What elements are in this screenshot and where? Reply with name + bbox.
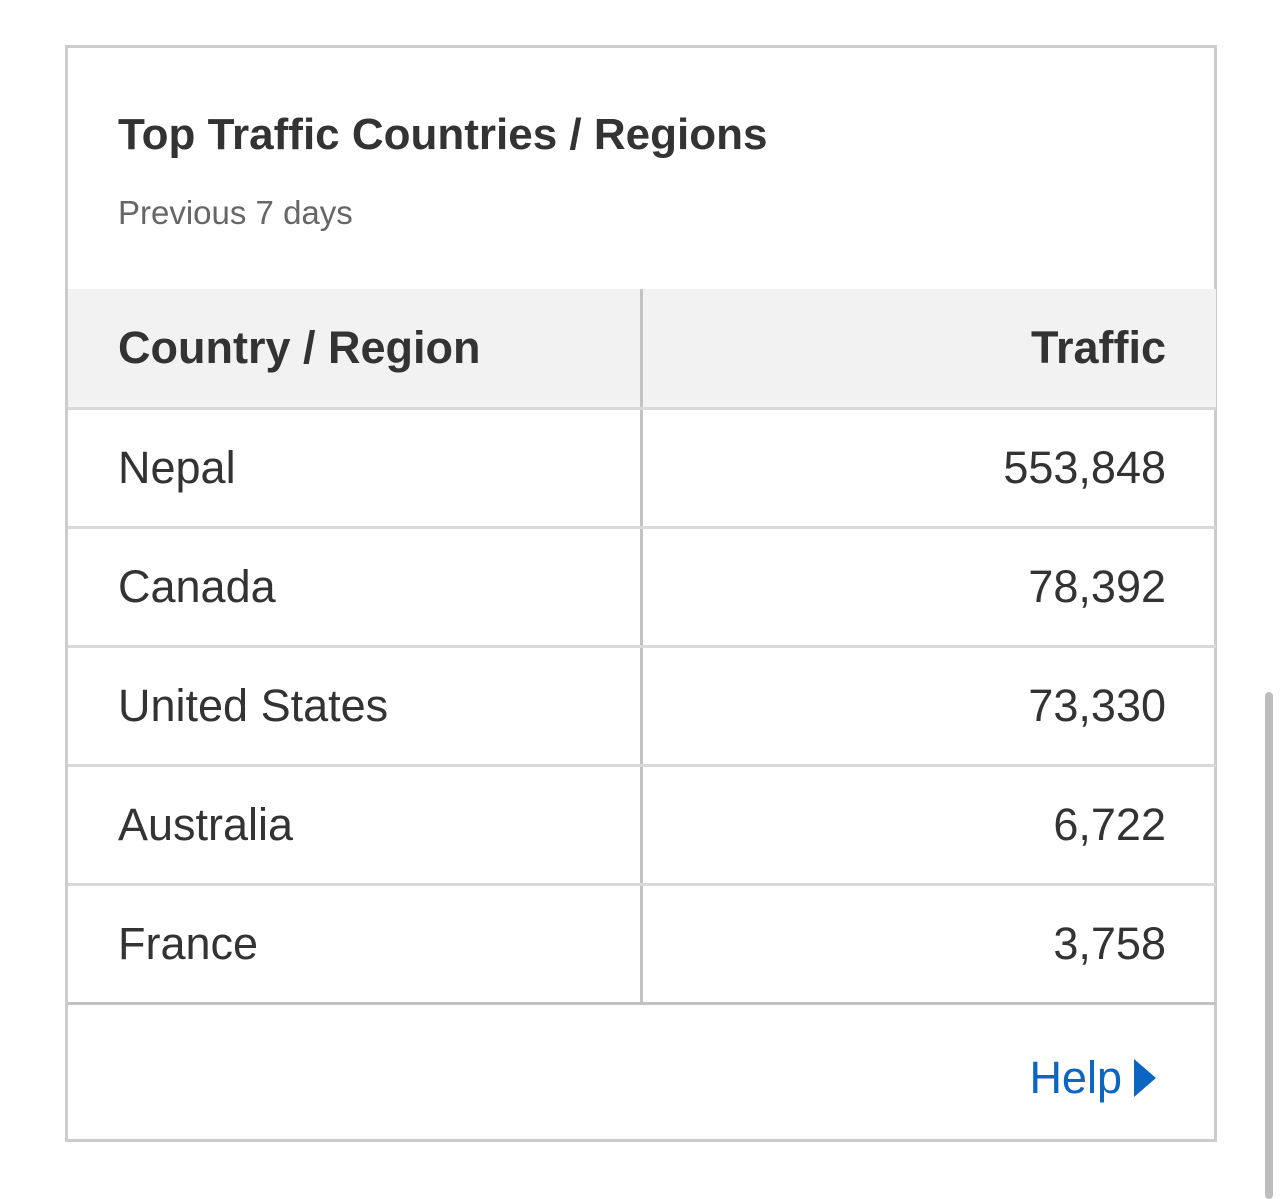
traffic-cell: 78,392 [641, 527, 1216, 648]
traffic-cell: 553,848 [641, 408, 1216, 529]
column-header-traffic: Traffic [641, 289, 1216, 410]
traffic-table: Country / Region Traffic Nepal 553,848 C… [68, 289, 1216, 1005]
card-footer: Help [68, 1017, 1214, 1139]
card-subtitle: Previous 7 days [118, 194, 353, 231]
table-header-row: Country / Region Traffic [68, 289, 1216, 410]
traffic-cell: 6,722 [641, 765, 1216, 886]
country-cell: Canada [68, 527, 643, 648]
table-row: France 3,758 [68, 884, 1216, 1005]
page-scrollbar[interactable] [1265, 692, 1273, 1199]
card-title: Top Traffic Countries / Regions [118, 110, 768, 159]
card-header: Top Traffic Countries / Regions Previous… [68, 48, 1214, 291]
column-header-country: Country / Region [68, 289, 643, 410]
country-cell: Australia [68, 765, 643, 886]
country-cell: Nepal [68, 408, 643, 529]
play-arrow-icon [1134, 1059, 1156, 1097]
table-row: United States 73,330 [68, 646, 1216, 767]
traffic-card: Top Traffic Countries / Regions Previous… [65, 45, 1217, 1142]
table-row: Nepal 553,848 [68, 408, 1216, 529]
traffic-cell: 73,330 [641, 646, 1216, 767]
help-link[interactable]: Help [1029, 1052, 1156, 1104]
table-row: Canada 78,392 [68, 527, 1216, 648]
traffic-cell: 3,758 [641, 884, 1216, 1005]
country-cell: France [68, 884, 643, 1005]
help-label: Help [1029, 1052, 1122, 1103]
country-cell: United States [68, 646, 643, 767]
table-row: Australia 6,722 [68, 765, 1216, 886]
